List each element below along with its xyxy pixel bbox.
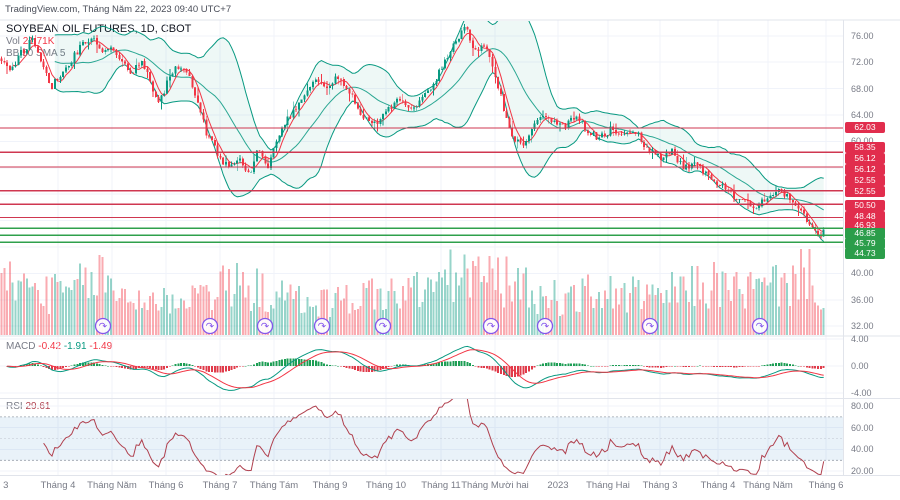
contract-rollover-marker[interactable]: ↷: [374, 317, 392, 335]
contract-rollover-marker[interactable]: ↷: [482, 317, 500, 335]
time-axis-label: Tháng Năm: [743, 480, 793, 491]
price-level-label: 44.73: [845, 248, 885, 259]
bb-lower-line: [54, 64, 825, 242]
price-axis-tick: 76.00: [851, 31, 874, 41]
price-level-label: 45.79: [845, 238, 885, 249]
contract-rollover-marker[interactable]: ↷: [256, 317, 274, 335]
price-axis-tick: 72.00: [851, 57, 874, 67]
symbol-legend[interactable]: SOYBEAN OIL FUTURES, 1D, CBOT Vol 21.71K…: [6, 23, 191, 60]
snapshot-header-text: TradingView.com, Tháng Năm 22, 2023 09:4…: [5, 4, 232, 15]
macd-pane: [6, 345, 825, 391]
macd-hist-value: -0.42: [38, 341, 62, 352]
time-axis-label: 2023: [547, 480, 569, 491]
bb-legend-row[interactable]: BB 50 SMA 5: [6, 48, 66, 59]
time-axis-label: Tháng 9: [312, 480, 348, 491]
rsi-band: [0, 416, 843, 461]
volume-legend-row[interactable]: Vol 21.71K: [6, 36, 191, 48]
rollover-arrow-icon: ↷: [646, 322, 655, 333]
rollover-arrow-icon: ↷: [261, 322, 270, 333]
rollover-markers: ↷ ↷ ↷ ↷ ↷ ↷ ↷ ↷ ↷: [94, 317, 769, 335]
price-axis-tick: 32.00: [851, 321, 874, 331]
rollover-arrow-icon: ↷: [318, 322, 327, 333]
rsi-axis-tick: 40.00: [851, 444, 874, 454]
price-level-label: 58.35: [845, 142, 885, 153]
macd-signal-value: -1.49: [89, 341, 113, 352]
time-axis-label: Tháng 4: [700, 480, 736, 491]
bb-fill: [54, 21, 824, 242]
price-level-label: 50.50: [845, 200, 885, 211]
volume-value: 21.71K: [22, 36, 55, 47]
rsi-line: [43, 399, 825, 475]
contract-rollover-marker[interactable]: ↷: [94, 317, 112, 335]
main-pane: [0, 21, 843, 335]
level-lines: [0, 127, 843, 243]
macd-axis-tick: -4.00: [851, 388, 872, 398]
macd-axis-tick: 4.00: [851, 334, 869, 344]
rollover-arrow-icon: ↷: [379, 322, 388, 333]
time-axis-label: Tháng 3: [0, 480, 9, 491]
gridlines: [0, 20, 843, 475]
price-level-label: 52.55: [845, 175, 885, 186]
price-level-label: 52.55: [845, 186, 885, 197]
macd-line-value: -1.91: [63, 341, 87, 352]
price-level-label: 48.48: [845, 211, 885, 222]
time-axis-label: Tháng Năm: [87, 480, 137, 491]
rollover-arrow-icon: ↷: [487, 322, 496, 333]
rsi-axis-tick: 60.00: [851, 423, 874, 433]
time-axis-label: Tháng 10: [365, 480, 407, 491]
price-level-label: 56.12: [845, 153, 885, 164]
time-axis-label: Tháng 7: [202, 480, 238, 491]
rollover-arrow-icon: ↷: [206, 322, 215, 333]
last-price-label: 46.93: [845, 220, 885, 231]
rsi-axis-tick: 20.00: [851, 466, 874, 476]
rollover-arrow-icon: ↷: [541, 322, 550, 333]
price-level-label: 46.85: [845, 228, 885, 239]
volume-series: [0, 249, 825, 335]
contract-rollover-marker[interactable]: ↷: [641, 317, 659, 335]
macd-line: [6, 345, 824, 391]
rollover-arrow-icon: ↷: [756, 322, 765, 333]
contract-rollover-marker[interactable]: ↷: [201, 317, 219, 335]
price-level-label: 56.12: [845, 164, 885, 175]
time-axis-label: Tháng Mười hai: [461, 480, 529, 491]
time-axis-label: Tháng 3: [642, 480, 678, 491]
macd-indicator-label: MACD: [6, 341, 36, 352]
price-axis-tick: 64.00: [851, 110, 874, 120]
contract-rollover-marker[interactable]: ↷: [313, 317, 331, 335]
macd-axis-tick: 0.00: [851, 361, 869, 371]
macd-legend[interactable]: MACD -0.42 -1.91 -1.49: [6, 341, 112, 352]
rsi-pane: [43, 399, 825, 475]
rsi-axis-tick: 80.00: [851, 401, 874, 411]
price-axis-tick: 68.00: [851, 84, 874, 94]
symbol-title: SOYBEAN OIL FUTURES, 1D, CBOT: [6, 23, 192, 35]
price-level-label: 62.03: [845, 122, 885, 133]
price-axis-tick: 40.00: [851, 268, 874, 278]
time-axis-label: Tháng 6: [148, 480, 184, 491]
price-axis-tick: 36.00: [851, 295, 874, 305]
macd-signal-line: [7, 349, 824, 389]
price-axis-tick: 60.00: [851, 136, 874, 146]
rollover-arrow-icon: ↷: [99, 322, 108, 333]
contract-rollover-marker[interactable]: ↷: [751, 317, 769, 335]
pane-separators: [0, 19, 900, 476]
contract-rollover-marker[interactable]: ↷: [536, 317, 554, 335]
time-axis-label: Tháng 11: [421, 480, 461, 491]
time-axis-label: Tháng 4: [40, 480, 76, 491]
time-axis-label: Tháng Hai: [586, 480, 630, 491]
time-axis-label: Tháng 6: [808, 480, 844, 491]
bb-basis-line: [54, 48, 824, 211]
time-axis-label: Tháng Tám: [249, 480, 299, 491]
volume-indicator-label: Vol: [6, 36, 20, 47]
